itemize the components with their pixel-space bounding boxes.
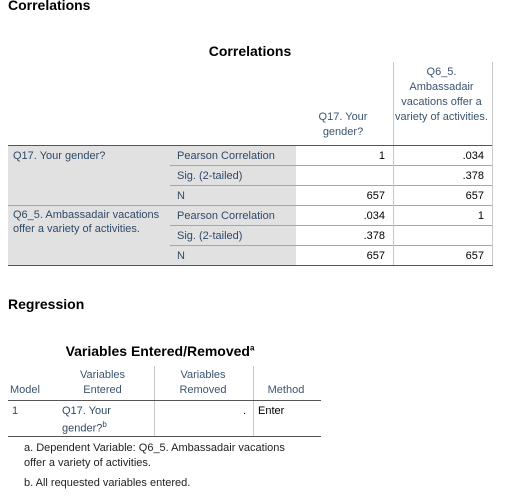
removed-cell: . xyxy=(242,405,246,417)
value-cell: 657 xyxy=(465,190,484,202)
value-cell: .034 xyxy=(363,210,385,222)
col-header-removed: Variables Removed xyxy=(179,369,227,396)
table-rule xyxy=(170,165,493,166)
table-rule xyxy=(170,225,493,226)
footnote-mark: a xyxy=(249,343,255,353)
vars-table-title: Variables Entered/Removeda xyxy=(40,343,280,359)
stat-label: Pearson Correlation xyxy=(177,150,275,162)
correlations-table-title: Correlations xyxy=(208,43,292,59)
table-rule xyxy=(8,400,321,401)
value-cell: 657 xyxy=(366,250,385,262)
table-rule xyxy=(8,205,493,206)
table-col-rule xyxy=(393,62,394,145)
table-rule xyxy=(8,265,493,266)
footnote-mark: b xyxy=(102,420,107,429)
col-header-q17: Q17. Your gender? xyxy=(318,111,368,138)
table-col-rule xyxy=(154,366,155,436)
entered-cell-text: Q17. Your gender? xyxy=(62,405,111,435)
value-cell: 657 xyxy=(366,190,385,202)
table-col-rule xyxy=(492,62,493,265)
table-col-rule xyxy=(393,146,394,265)
stat-label: N xyxy=(177,250,185,262)
row-label-q17: Q17. Your gender? xyxy=(13,150,106,162)
value-cell: 657 xyxy=(465,250,484,262)
row-block-q17 xyxy=(8,145,296,205)
stat-label: Sig. (2-tailed) xyxy=(177,170,243,182)
table-rule xyxy=(8,436,321,437)
col-header-method: Method xyxy=(267,384,305,396)
value-cell: 1 xyxy=(477,210,484,222)
col-header-model: Model xyxy=(10,384,40,396)
stat-label: Sig. (2-tailed) xyxy=(177,230,243,242)
stat-label: N xyxy=(177,190,185,202)
table-rule xyxy=(170,185,493,186)
stat-label: Pearson Correlation xyxy=(177,210,275,222)
model-cell: 1 xyxy=(12,405,19,417)
table-rule xyxy=(170,245,493,246)
regression-section-title: Regression xyxy=(8,296,85,312)
value-cell: .034 xyxy=(462,150,484,162)
entered-cell: Q17. Your gender?b xyxy=(62,404,142,436)
vars-table-title-text: Variables Entered/Removed xyxy=(65,343,250,359)
correlations-section-title: Correlations xyxy=(8,0,91,13)
table-col-rule xyxy=(253,366,254,436)
value-cell: .378 xyxy=(363,230,385,242)
footnote-b: b. All requested variables entered. xyxy=(24,477,191,489)
value-cell: 1 xyxy=(378,150,385,162)
table-rule xyxy=(8,145,493,146)
footnote-a: a. Dependent Variable: Q6_5. Ambassadair… xyxy=(24,442,285,469)
value-cell: .378 xyxy=(462,170,484,182)
row-block-q6-5 xyxy=(8,205,296,265)
col-header-q6-5: Q6_5. Ambassadair vacations offer a vari… xyxy=(395,66,488,123)
row-label-q6-5: Q6_5. Ambassadair vacations offer a vari… xyxy=(13,209,160,235)
col-header-entered: Variables Entered xyxy=(79,369,126,396)
method-cell: Enter xyxy=(258,405,285,417)
